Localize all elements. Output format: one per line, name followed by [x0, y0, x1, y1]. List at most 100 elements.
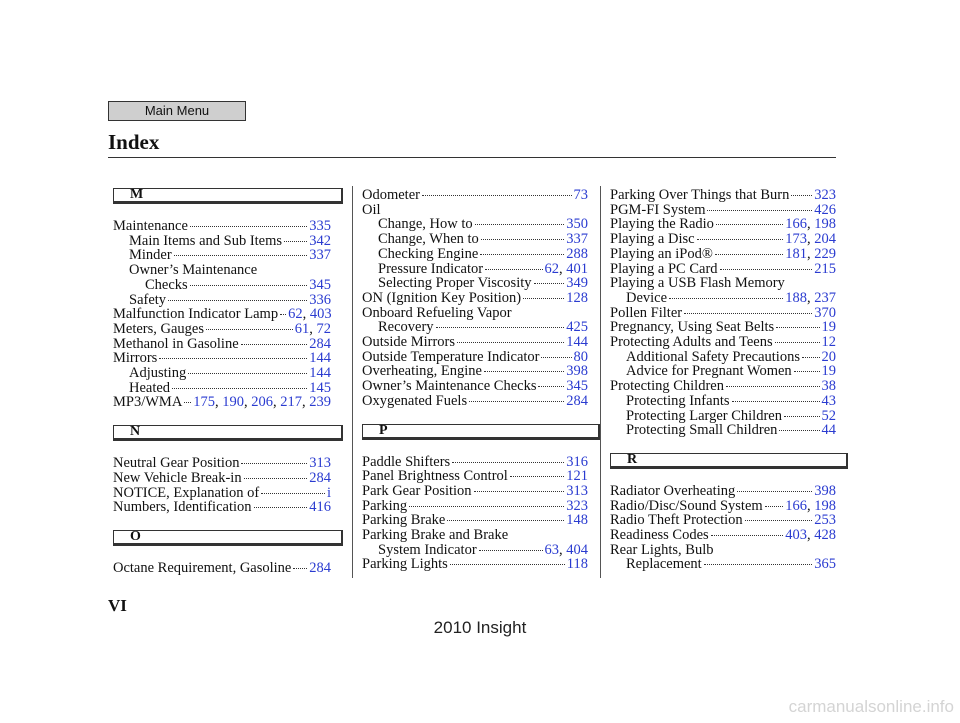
- page-link[interactable]: 253: [814, 512, 836, 529]
- dot-leader: [449, 564, 565, 566]
- page-link[interactable]: 19: [821, 319, 837, 336]
- page-link[interactable]: 62: [544, 260, 560, 277]
- dot-leader: [452, 461, 565, 463]
- page-link[interactable]: 44: [821, 422, 837, 439]
- dot-leader: [261, 492, 325, 494]
- page-link[interactable]: 198: [807, 217, 836, 232]
- page-link[interactable]: 128: [566, 289, 588, 306]
- page-link[interactable]: 62: [288, 306, 303, 323]
- page-link[interactable]: 425: [566, 319, 588, 336]
- index-entry: Radio Theft Protection 253: [610, 513, 836, 528]
- page-link[interactable]: 43: [821, 392, 837, 409]
- page-link[interactable]: 72: [309, 321, 332, 337]
- page-link[interactable]: 204: [807, 232, 836, 247]
- page-link[interactable]: 206: [244, 395, 273, 410]
- section-letter: R: [610, 452, 848, 469]
- dot-leader: [480, 239, 565, 241]
- page-link[interactable]: 166: [785, 497, 807, 514]
- page-link[interactable]: 370: [814, 304, 836, 321]
- page-link[interactable]: 284: [566, 392, 588, 409]
- page-link[interactable]: 63: [544, 541, 560, 558]
- dot-leader: [710, 535, 784, 536]
- page-link[interactable]: 284: [309, 335, 331, 352]
- page-link[interactable]: 38: [821, 378, 837, 395]
- page-link[interactable]: 403: [785, 527, 807, 543]
- page-link[interactable]: 335: [309, 218, 331, 234]
- page-link[interactable]: 403: [303, 307, 332, 322]
- page-link[interactable]: 345: [566, 378, 588, 395]
- page-link[interactable]: 337: [309, 247, 331, 264]
- page-link[interactable]: 144: [309, 350, 331, 367]
- dot-leader: [719, 268, 813, 270]
- page-link[interactable]: 426: [814, 201, 836, 218]
- page-link[interactable]: 12: [821, 334, 837, 350]
- page-link[interactable]: 313: [309, 455, 331, 472]
- page-link[interactable]: 345: [309, 276, 331, 293]
- page-link[interactable]: 313: [566, 482, 588, 499]
- page-link[interactable]: 350: [566, 216, 588, 233]
- entry-text: Odometer: [362, 187, 420, 203]
- page-link[interactable]: 148: [566, 512, 588, 529]
- dot-leader: [159, 358, 308, 360]
- page-link[interactable]: 237: [807, 290, 836, 306]
- page-link[interactable]: 61: [294, 320, 310, 337]
- entry-text: Replacement: [626, 556, 702, 573]
- page-link[interactable]: 181: [785, 245, 807, 262]
- page-link[interactable]: 284: [309, 559, 331, 576]
- page-link[interactable]: 239: [302, 395, 331, 410]
- page-link[interactable]: 175: [193, 394, 215, 411]
- dot-leader: [469, 400, 565, 402]
- page-link[interactable]: 416: [309, 499, 331, 516]
- index-entry: Onboard Refueling Vapor: [362, 305, 588, 321]
- page-link[interactable]: 401: [559, 261, 588, 277]
- page-link[interactable]: 188: [785, 289, 807, 306]
- page-link[interactable]: 428: [807, 528, 836, 543]
- page-link[interactable]: i: [326, 484, 331, 501]
- page-link[interactable]: 398: [566, 363, 588, 380]
- page-link[interactable]: 52: [821, 407, 837, 424]
- entry-text: New Vehicle Break-in: [113, 469, 242, 486]
- index-entry: Neutral Gear Position 313: [113, 456, 331, 471]
- entry-text: Minder: [129, 247, 172, 264]
- index-entry: Numbers, Identification 416: [113, 500, 331, 515]
- page-link[interactable]: 198: [807, 498, 836, 514]
- index-entry: Protecting Larger Children 52: [626, 407, 837, 424]
- entry-text: Park Gear Position: [362, 482, 472, 499]
- page-link[interactable]: 166: [785, 216, 807, 233]
- index-entry: Parking Brake 148: [362, 513, 588, 528]
- page-link[interactable]: 80: [573, 348, 589, 365]
- page-link[interactable]: 190: [215, 395, 244, 410]
- page-link[interactable]: 144: [309, 365, 331, 381]
- page-link[interactable]: 336: [309, 291, 331, 308]
- page-link[interactable]: 323: [814, 187, 836, 203]
- page-link[interactable]: 173: [785, 231, 807, 248]
- page-link[interactable]: 121: [566, 468, 588, 485]
- page-link[interactable]: 404: [559, 542, 588, 558]
- page-link[interactable]: 398: [814, 482, 836, 499]
- index-entry: Protecting Infants 43: [626, 392, 837, 409]
- entry-text: Methanol in Gasoline: [113, 335, 239, 352]
- page-link[interactable]: 337: [566, 231, 588, 248]
- entry-text: Owner’s Maintenance Checks: [362, 378, 537, 395]
- page-link[interactable]: 215: [814, 260, 836, 277]
- page-link[interactable]: 144: [566, 334, 588, 350]
- page-link[interactable]: 73: [573, 187, 589, 203]
- page-link[interactable]: 229: [807, 246, 836, 262]
- page-link[interactable]: 19: [821, 363, 837, 380]
- page-link[interactable]: 323: [566, 497, 588, 514]
- page-link[interactable]: 284: [309, 469, 331, 486]
- dot-leader: [284, 240, 308, 242]
- page-link[interactable]: 118: [566, 556, 588, 573]
- page-link[interactable]: 20: [821, 348, 837, 365]
- dot-leader: [744, 520, 813, 522]
- page-link[interactable]: 145: [309, 379, 331, 396]
- page-link[interactable]: 365: [814, 556, 836, 573]
- entry-text: Maintenance: [113, 218, 188, 234]
- main-menu-button[interactable]: Main Menu: [108, 101, 246, 121]
- page-link[interactable]: 349: [566, 275, 588, 292]
- page-link[interactable]: 316: [566, 453, 588, 470]
- page-link[interactable]: 342: [309, 232, 331, 249]
- dot-leader: [715, 224, 784, 226]
- page-link[interactable]: 217: [273, 395, 302, 410]
- page-link[interactable]: 288: [566, 245, 588, 262]
